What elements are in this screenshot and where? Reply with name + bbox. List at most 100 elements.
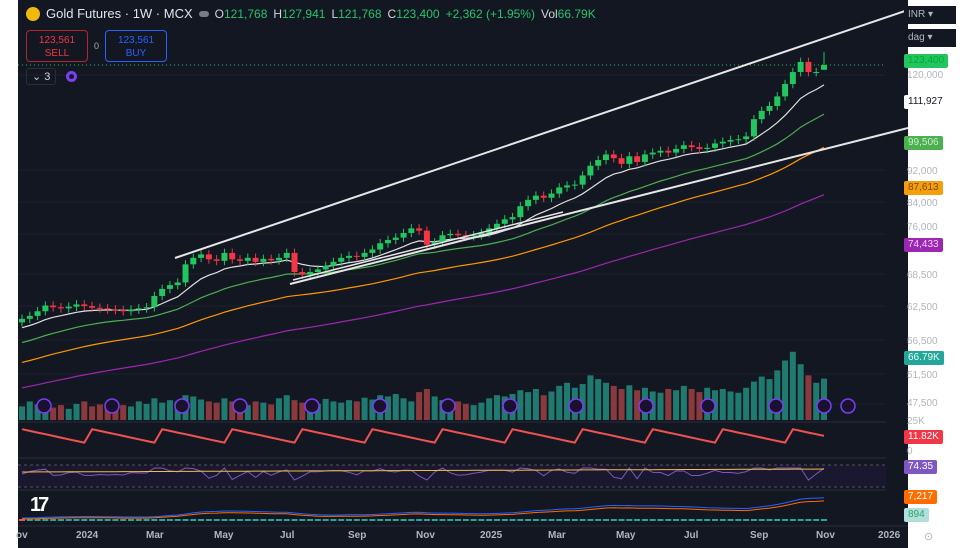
price-axis-label: 47,500 <box>907 398 938 409</box>
candle-body <box>361 252 368 257</box>
candle-body <box>711 143 718 148</box>
macd-histogram-bar <box>57 519 64 521</box>
macd-histogram-bar <box>19 519 25 521</box>
volume-bar <box>618 389 625 420</box>
chart-canvas[interactable] <box>18 0 908 548</box>
symbol-title[interactable]: Gold Futures · 1W · MCX <box>46 6 193 21</box>
macd-histogram-bar <box>680 519 687 521</box>
currency-select[interactable]: INR ▾ <box>904 6 956 24</box>
candle-body <box>532 195 539 200</box>
macd-histogram-bar <box>299 519 306 521</box>
indicator-icon[interactable] <box>66 71 78 82</box>
macd-histogram-bar <box>26 519 33 521</box>
buy-button[interactable]: 123,561 BUY <box>105 30 168 62</box>
volume-bar <box>135 401 142 420</box>
low-value: 121,768 <box>338 6 382 21</box>
volume-bar <box>688 389 695 420</box>
price-axis-label: 76,000 <box>907 222 938 233</box>
high-value: 127,941 <box>282 6 326 21</box>
time-axis-label: Nov <box>416 530 435 541</box>
candle-body <box>680 145 687 149</box>
macd-histogram-bar <box>65 519 72 521</box>
candle-body <box>774 96 781 106</box>
candle-body <box>626 156 633 164</box>
candle-body <box>727 139 734 142</box>
macd-histogram-bar <box>548 519 555 521</box>
volume-bar <box>369 399 376 420</box>
sell-button[interactable]: 123,561 SELL <box>26 30 88 62</box>
candle-body <box>198 254 205 258</box>
ma2-tag: 99,506 <box>904 136 943 150</box>
volume-bar <box>65 408 72 420</box>
rsi-pane <box>21 467 825 481</box>
macd-histogram-bar <box>431 519 438 521</box>
macd-histogram-bar <box>252 519 259 521</box>
volume-bar <box>314 403 321 420</box>
volume-bar <box>493 395 500 420</box>
candle-body <box>244 257 251 261</box>
candle-body <box>57 307 64 309</box>
price-axis-label: 92,000 <box>907 166 938 177</box>
time-axis-label: Nov <box>816 530 835 541</box>
candle-body <box>797 61 804 73</box>
volume-bar <box>338 402 345 420</box>
candle-body <box>673 148 680 153</box>
moving-average-line <box>21 113 825 344</box>
macd-histogram-bar <box>377 519 384 521</box>
macd-histogram-bar <box>657 519 664 521</box>
candle-body <box>377 243 384 250</box>
candle-body <box>564 185 571 188</box>
macd-histogram-bar <box>540 519 547 521</box>
volume-bar <box>696 392 703 420</box>
volume-bar <box>408 401 415 420</box>
indicator-pane-1 <box>21 428 825 444</box>
macd-histogram-bar <box>805 519 812 521</box>
volume-bar <box>198 399 205 420</box>
rsi-ma-line <box>22 468 825 473</box>
event-marker-icon <box>232 398 248 414</box>
volume-bar <box>96 404 103 420</box>
candle-body <box>221 252 228 261</box>
volume-bar <box>392 393 399 420</box>
volume-bar <box>400 398 407 420</box>
candle-body <box>120 310 127 312</box>
macd-histogram-bar <box>610 519 617 521</box>
volume-bar <box>735 392 742 420</box>
trade-panel: 123,561 SELL 0 123,561 BUY <box>26 30 168 62</box>
macd-histogram-bar <box>143 519 150 521</box>
candle-body <box>750 119 757 137</box>
volume-bar <box>166 400 173 420</box>
macd-histogram-bar <box>486 519 493 521</box>
candle-body <box>205 254 212 260</box>
candle-body <box>595 160 602 166</box>
macd-histogram-bar <box>447 519 454 521</box>
event-marker-icon <box>638 398 654 414</box>
macd-histogram-bar <box>673 519 680 521</box>
candle-body <box>229 252 236 260</box>
pane1-zero-label: 0 <box>907 446 913 457</box>
macd-histogram-bar <box>268 519 275 521</box>
collapse-indicators-button[interactable]: ⌄ 3 <box>26 68 57 85</box>
macd-histogram-bar <box>307 519 314 521</box>
candle-body <box>602 154 609 161</box>
symbol-header: Gold Futures · 1W · MCX O121,768 H127,94… <box>26 6 596 21</box>
settings-icon[interactable]: ⊙ <box>924 531 934 543</box>
macd-histogram-bar <box>455 519 462 521</box>
volume-bar <box>517 390 524 420</box>
candle-body <box>268 258 275 261</box>
candle-body <box>307 272 314 275</box>
volume-bar <box>143 403 150 420</box>
volume-bar <box>322 398 329 420</box>
unit-select[interactable]: dag ▾ <box>904 29 956 47</box>
volume-bar <box>34 404 41 420</box>
macd-histogram-bar <box>797 519 804 521</box>
candle-body <box>610 154 617 159</box>
candle-body <box>143 307 150 309</box>
volume-bar <box>252 401 259 420</box>
event-marker-icon <box>700 398 716 414</box>
moving-averages <box>21 84 825 389</box>
macd-histogram-bar <box>221 519 228 521</box>
volume-bar <box>423 389 430 420</box>
candle-body <box>548 193 555 198</box>
macd-histogram-bar <box>439 519 446 521</box>
